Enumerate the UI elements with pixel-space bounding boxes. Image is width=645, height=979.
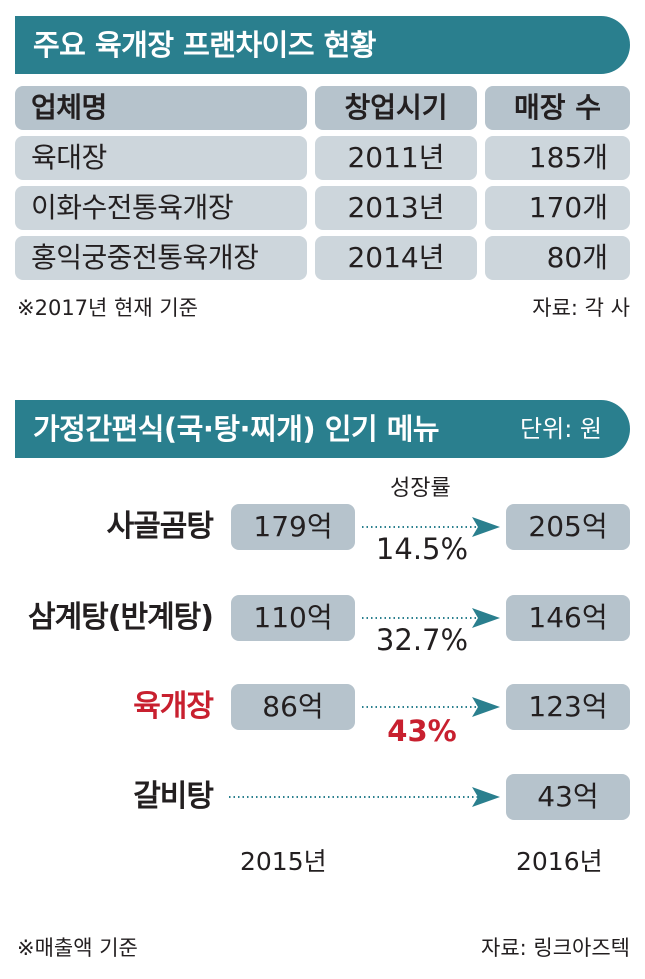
franchise-banner: 주요 육개장 프랜차이즈 현황 xyxy=(15,16,630,74)
growth-row-3: 43% xyxy=(387,714,457,748)
row-2-founded: 2013년 xyxy=(315,186,477,230)
menu-label-1: 사골곰탕 xyxy=(106,509,214,544)
value-2016-row-1: 205억 xyxy=(506,504,630,550)
growth-row-1: 14.5% xyxy=(375,532,469,566)
menu-label-3: 육개장 xyxy=(133,689,214,724)
menu-label-2: 삼계탕(반계탕) xyxy=(27,600,214,635)
year-2015-label: 2015년 xyxy=(240,847,327,876)
franchise-source: 자료: 각 사 xyxy=(532,296,630,320)
value-2015-row-2: 110억 xyxy=(231,595,355,641)
menu-source: 자료: 링크아즈텍 xyxy=(481,936,630,960)
franchise-note: ※2017년 현재 기준 xyxy=(17,296,198,320)
row-1-founded: 2011년 xyxy=(315,136,477,180)
growth-row-2: 32.7% xyxy=(375,623,469,657)
arrow-row-2 xyxy=(362,608,500,628)
menu-note: ※매출액 기준 xyxy=(17,936,138,960)
row-1-company: 육대장 xyxy=(15,136,307,180)
value-2015-row-3: 86억 xyxy=(231,684,355,730)
row-3-store-count: 80개 xyxy=(485,236,630,280)
row-1-store-count: 185개 xyxy=(485,136,630,180)
value-2016-row-2: 146억 xyxy=(506,595,630,641)
row-3-founded: 2014년 xyxy=(315,236,477,280)
row-2-store-count: 170개 xyxy=(485,186,630,230)
value-2016-row-4: 43억 xyxy=(506,774,630,820)
growth-header: 성장률 xyxy=(390,476,451,501)
header-store-count: 매장 수 xyxy=(485,86,630,130)
menu-banner: 가정간편식(국·탕·찌개) 인기 메뉴 단위: 원 xyxy=(15,400,630,458)
header-founded: 창업시기 xyxy=(315,86,477,130)
menu-title: 가정간편식(국·탕·찌개) 인기 메뉴 xyxy=(33,412,440,446)
arrow-row-4 xyxy=(229,787,500,807)
franchise-title: 주요 육개장 프랜차이즈 현황 xyxy=(33,28,376,62)
menu-label-4: 갈비탕 xyxy=(133,779,214,814)
year-2016-label: 2016년 xyxy=(516,847,603,876)
arrow-row-1 xyxy=(362,517,500,537)
header-company: 업체명 xyxy=(15,86,307,130)
row-2-company: 이화수전통육개장 xyxy=(15,186,307,230)
unit-label: 단위: 원 xyxy=(520,415,602,443)
value-2016-row-3: 123억 xyxy=(506,684,630,730)
row-3-company: 홍익궁중전통육개장 xyxy=(15,236,307,280)
value-2015-row-1: 179억 xyxy=(231,504,355,550)
arrow-row-3 xyxy=(362,697,500,717)
